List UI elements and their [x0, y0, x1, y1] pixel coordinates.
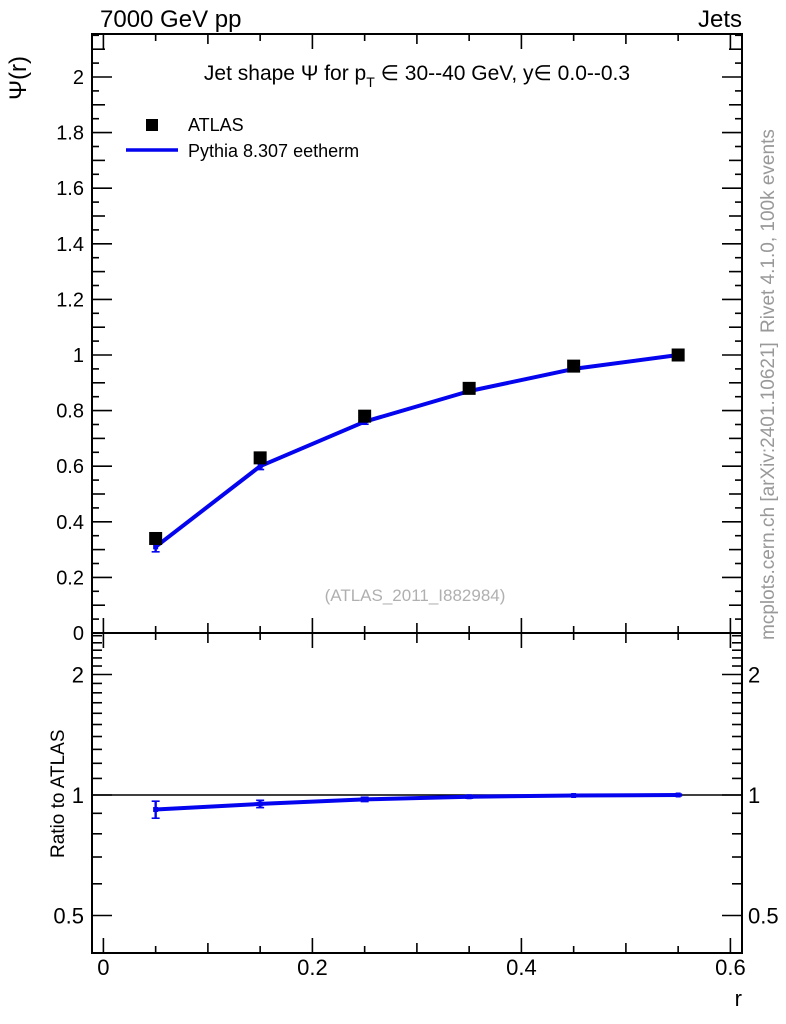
atlas-data-marker	[671, 348, 685, 362]
ratio-point	[675, 792, 681, 798]
x-tick-label: 0.6	[715, 955, 746, 980]
analysis-id-watermark: (ATLAS_2011_I882984)	[325, 586, 506, 605]
legend: ATLAS Pythia 8.307 eetherm	[126, 115, 359, 161]
ratio-y-tick-label-right: 2	[748, 663, 760, 688]
plot-title-prefix: Jet shape Ψ for p	[204, 62, 366, 85]
y-tick-label: 1.2	[56, 289, 84, 311]
plot-title: Jet shape Ψ for pT ∈ 30--40 GeV, y∈ 0.0-…	[204, 62, 630, 90]
beam-energy-header: 7000 GeV pp	[100, 6, 241, 33]
y-tick-label: 0.8	[56, 401, 84, 423]
ratio-point	[571, 793, 577, 799]
atlas-data-marker	[253, 451, 267, 465]
y-tick-label: 2	[73, 67, 84, 89]
legend-mc-label: Pythia 8.307 eetherm	[188, 141, 359, 161]
atlas-data-marker	[358, 409, 372, 423]
y-axis-title: Ψ(r)	[5, 56, 32, 100]
ratio-y-axis-title: Ratio to ATLAS	[48, 730, 69, 859]
x-axis-title: r	[735, 986, 742, 1011]
ratio-y-tick-label: 0.5	[53, 904, 84, 929]
y-tick-label: 0.4	[56, 512, 84, 534]
y-tick-label: 1.6	[56, 178, 84, 200]
ratio-y-tick-label-right: 1	[748, 783, 760, 808]
atlas-data-marker	[567, 359, 581, 373]
ratio-point	[153, 806, 159, 812]
ratio-panel-frame	[91, 632, 743, 954]
y-tick-label: 1.4	[56, 234, 84, 256]
ratio-y-tick-label: 1	[72, 783, 84, 808]
y-tick-label: 0	[73, 623, 84, 645]
ratio-y-tick-label-right: 0.5	[748, 904, 779, 929]
legend-data-label: ATLAS	[188, 115, 244, 135]
atlas-data-marker	[462, 381, 476, 395]
mc-point	[153, 544, 159, 550]
ratio-y-tick-label: 2	[72, 663, 84, 688]
ratio-curve	[155, 793, 679, 812]
legend-data-marker-icon	[146, 119, 158, 131]
y-tick-label: 0.2	[56, 567, 84, 589]
x-tick-label: 0	[97, 955, 109, 980]
ratio-point	[257, 801, 263, 807]
x-tick-label: 0.2	[297, 955, 328, 980]
ratio-point	[362, 796, 368, 802]
plot-canvas: 0 0.2 0.4 0.6 0 0.2 0.4 0.6 0.8 1 1.2 1.4 1.6 1.8 2 0.5…	[53, 33, 779, 980]
mc-point	[257, 463, 263, 469]
analysis-group-header: Jets	[698, 6, 742, 33]
ratio-point	[466, 794, 472, 800]
atlas-data-marker	[149, 531, 163, 545]
plot-title-suffix: ∈ 30--40 GeV, y∈ 0.0--0.3	[375, 62, 630, 85]
plot-title-subscript: T	[366, 74, 375, 90]
mcplots-arxiv-credit: mcplots.cern.ch [arXiv:2401.10621]	[758, 342, 779, 640]
rivet-version-credit: Rivet 4.1.0, 100k events	[758, 129, 779, 333]
mc-curve	[154, 353, 679, 549]
y-tick-label: 1.8	[56, 123, 84, 145]
y-tick-label: 1	[73, 345, 84, 367]
x-tick-label: 0.4	[506, 955, 537, 980]
y-tick-label: 0.6	[56, 456, 84, 478]
